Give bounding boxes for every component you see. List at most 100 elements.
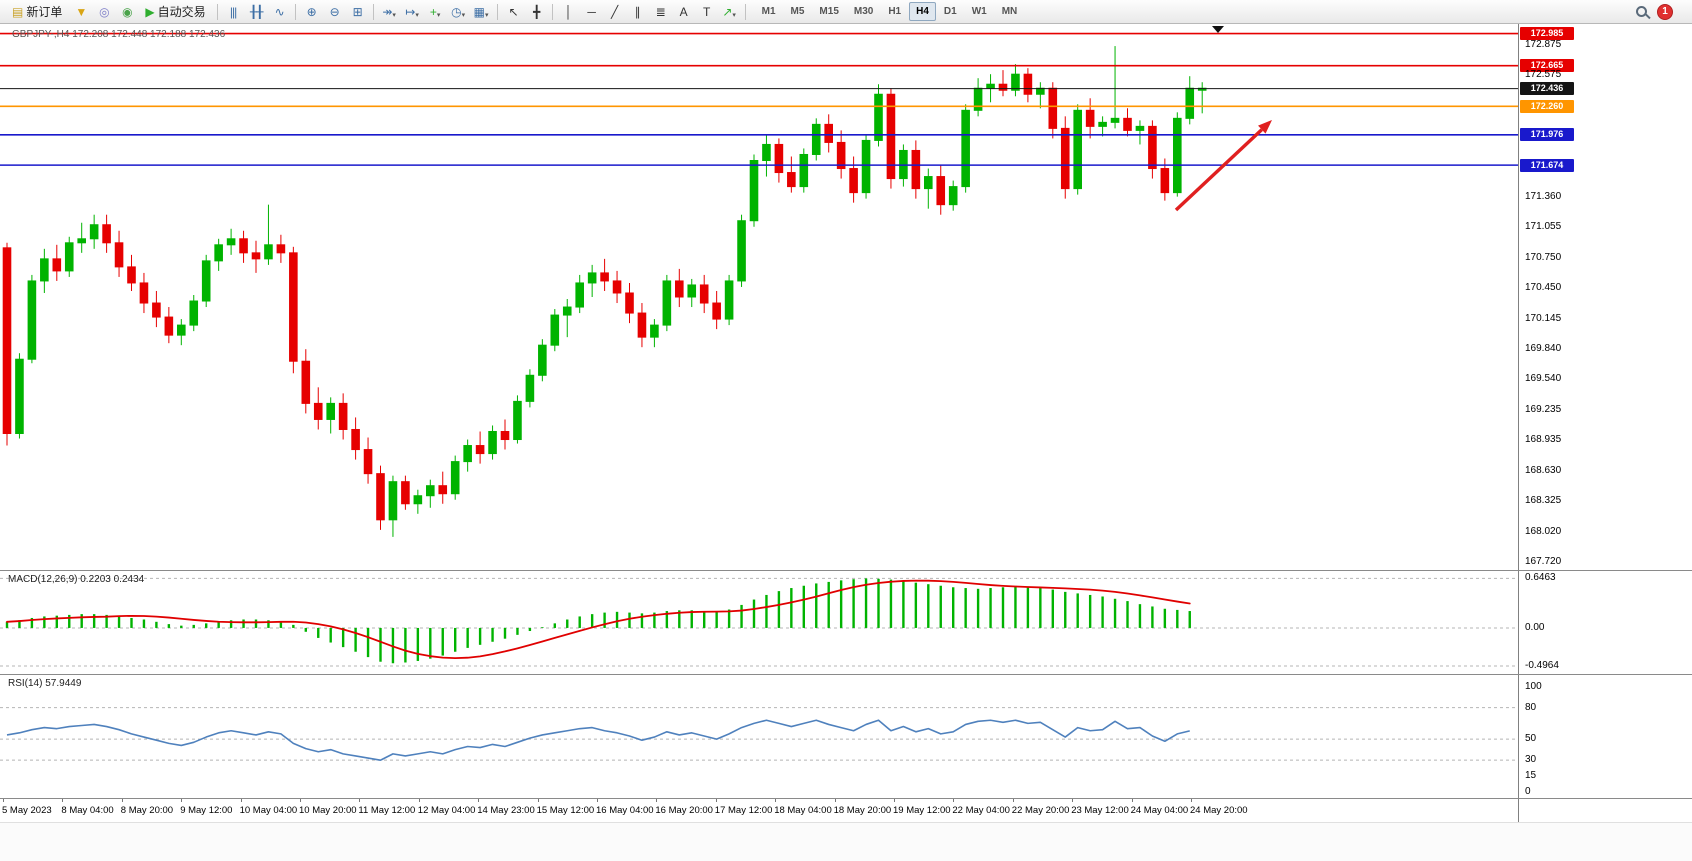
timeframe-h4-button[interactable]: H4 (909, 2, 936, 21)
timeframe-m30-button[interactable]: M30 (853, 6, 874, 17)
candle-down[interactable] (1148, 125, 1157, 170)
macd-indicator-panel[interactable]: MACD(12,26,9) 0.2203 0.2434 (0, 570, 1518, 674)
candle-down[interactable] (313, 402, 323, 420)
panel-separator[interactable] (0, 570, 1692, 571)
timeframe-d1-button[interactable]: D1 (943, 6, 957, 17)
candle-down[interactable] (612, 280, 622, 294)
time-axis[interactable]: 5 May 2023 8 May 04:00 8 May 20:00 9 May 12… (0, 798, 1518, 822)
price-axis[interactable]: 172.985 172.665 172.436 172.260 171.976 171.6… (1518, 24, 1692, 822)
indicators-icon[interactable]: + ▾ (424, 2, 447, 22)
trend-arrow[interactable] (1174, 128, 1263, 212)
candle-down[interactable] (675, 280, 684, 298)
search-icon[interactable] (1636, 6, 1647, 17)
candle-up[interactable] (538, 344, 547, 376)
candle-down[interactable] (836, 141, 846, 170)
candle-up[interactable] (948, 186, 958, 206)
horizontal-line-icon[interactable]: ─ (580, 2, 603, 22)
cursor-icon[interactable]: ↖ (502, 2, 525, 22)
candle-up[interactable] (89, 224, 99, 240)
candle-up[interactable] (1073, 109, 1083, 190)
candle-down[interactable] (625, 292, 634, 314)
rsi-indicator-panel[interactable]: RSI(14) 57.9449 (0, 674, 1518, 798)
candle-down[interactable] (1060, 127, 1070, 190)
zoom-out-icon[interactable]: ⊖ (323, 2, 346, 22)
candle-up[interactable] (388, 481, 398, 521)
candle-down[interactable] (1123, 117, 1132, 131)
arrows-tool-icon[interactable]: ↗ ▾ (718, 2, 741, 22)
candle-up[interactable] (214, 244, 223, 262)
candle-up[interactable] (77, 238, 87, 244)
candle-up[interactable] (737, 220, 746, 282)
candle-up[interactable] (924, 176, 933, 190)
candle-up[interactable] (264, 244, 273, 260)
candle-up[interactable] (811, 123, 821, 155)
candle-down[interactable] (1085, 109, 1095, 127)
candle-down[interactable] (500, 430, 510, 441)
candle-down[interactable] (1160, 168, 1170, 194)
candle-up[interactable] (1185, 87, 1195, 119)
candle-down[interactable] (152, 302, 161, 318)
timeframe-m1-button[interactable]: M1 (761, 6, 776, 17)
chart-shift-marker-icon[interactable] (1212, 26, 1224, 33)
candle-up[interactable] (724, 280, 734, 320)
periods-icon[interactable]: ◷ ▾ (447, 2, 470, 22)
candle-down[interactable] (239, 238, 248, 254)
candle-up[interactable] (562, 306, 572, 316)
candle-up[interactable] (15, 358, 24, 434)
candle-up[interactable] (587, 272, 597, 284)
candle-down[interactable] (774, 143, 784, 174)
candle-up[interactable] (413, 495, 423, 505)
candle-down[interactable] (127, 266, 136, 284)
candle-up[interactable] (326, 402, 335, 420)
candle-down[interactable] (102, 224, 111, 244)
candle-down[interactable] (911, 149, 921, 190)
candle-up[interactable] (575, 282, 585, 308)
candle-up[interactable] (27, 280, 37, 360)
candle-up[interactable] (513, 400, 522, 441)
timeframe-m5-button[interactable]: M5 (790, 6, 805, 17)
candle-up[interactable] (1135, 125, 1145, 131)
text-icon[interactable]: A (672, 2, 695, 22)
candle-up[interactable] (177, 324, 186, 336)
candle-up[interactable] (1011, 73, 1020, 91)
candle-down[interactable] (363, 449, 373, 475)
candle-down[interactable] (289, 252, 298, 362)
candle-up[interactable] (189, 300, 199, 326)
candle-up[interactable] (961, 109, 970, 188)
timeframe-mn-button[interactable]: MN (1001, 6, 1018, 17)
tile-windows-icon[interactable]: ⊞ (346, 2, 369, 22)
market-watch-icon[interactable]: ▼ (69, 2, 92, 22)
candle-down[interactable] (2, 247, 12, 434)
new-order-button[interactable]: ▤ 新订单 (5, 2, 69, 22)
notification-badge[interactable]: 1 (1657, 3, 1673, 20)
candle-down[interactable] (114, 242, 124, 268)
panel-separator[interactable] (0, 674, 1692, 675)
candle-up[interactable] (650, 324, 659, 338)
candle-down[interactable] (475, 445, 485, 455)
candle-up[interactable] (525, 374, 535, 402)
vertical-line-icon[interactable]: │ (557, 2, 580, 22)
candle-down[interactable] (824, 123, 834, 143)
timeframe-h1-button[interactable]: H1 (888, 6, 902, 17)
candle-up[interactable] (426, 485, 435, 497)
candle-up[interactable] (488, 430, 497, 455)
candle-up[interactable] (1173, 117, 1182, 194)
chart-shift-icon[interactable]: ↦ ▾ (401, 2, 424, 22)
auto-scroll-icon[interactable]: ↠ ▾ (378, 2, 401, 22)
candle-down[interactable] (998, 83, 1008, 91)
candle-down[interactable] (139, 282, 149, 304)
candle-up[interactable] (762, 143, 771, 161)
candle-down[interactable] (886, 93, 896, 180)
candle-up[interactable] (550, 314, 560, 346)
timeframe-m15-button[interactable]: M15 (819, 6, 839, 17)
candle-up[interactable] (874, 93, 883, 141)
trendline-icon[interactable]: ╱ (603, 2, 626, 22)
candle-up[interactable] (1110, 117, 1120, 123)
candle-down[interactable] (276, 244, 286, 254)
candle-down[interactable] (338, 402, 348, 430)
candle-down[interactable] (438, 485, 448, 495)
autotrading-button[interactable]: ▶ 自动交易 (138, 2, 212, 22)
candle-up[interactable] (40, 258, 49, 282)
candle-down[interactable] (52, 258, 62, 272)
candle-up[interactable] (226, 238, 236, 246)
